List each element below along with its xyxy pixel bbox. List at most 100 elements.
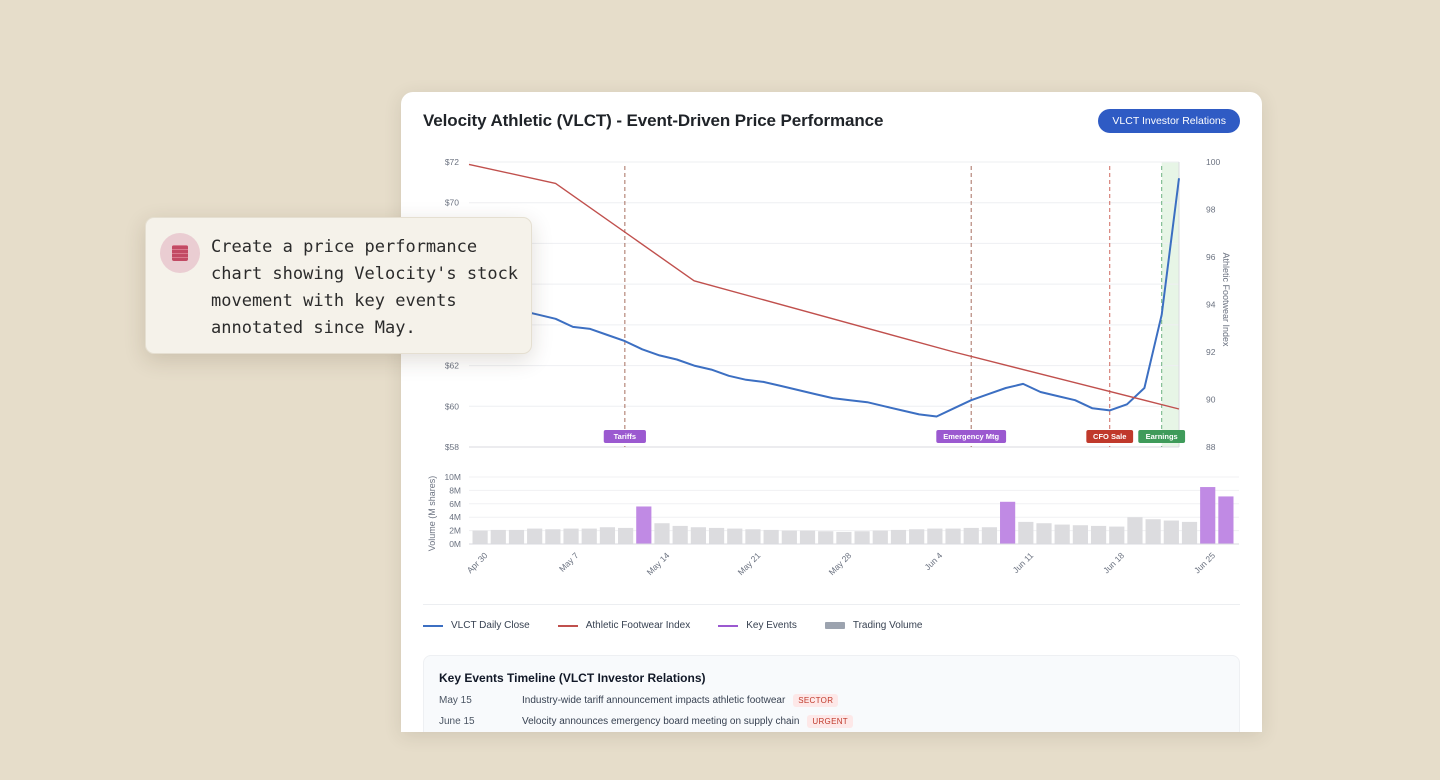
event-label-cfo-sale: CFO Sale xyxy=(1086,430,1134,443)
y-left-tick-label: $70 xyxy=(445,198,459,208)
y-right-axis-title: Athletic Footwear Index xyxy=(1221,252,1231,347)
volume-bar xyxy=(1200,487,1216,544)
chart-legend: VLCT Daily Close Athletic Footwear Index… xyxy=(423,620,923,631)
volume-bar xyxy=(1018,521,1034,544)
volume-bar xyxy=(981,527,998,544)
volume-bar xyxy=(654,523,670,544)
event-label-text: Tariffs xyxy=(614,432,636,441)
timeline-tag-badge: SECTOR xyxy=(793,694,839,707)
volume-bar xyxy=(927,528,943,544)
volume-bar xyxy=(799,530,816,544)
timeline-row: May 15 Industry-wide tariff announcement… xyxy=(439,694,839,707)
volume-bar xyxy=(763,529,779,544)
volume-bar xyxy=(1072,525,1088,544)
timeline-date: June 15 xyxy=(439,716,475,727)
x-tick-label: Jun 18 xyxy=(1101,550,1126,575)
y-right-tick-label: 90 xyxy=(1206,395,1216,405)
event-label-bg xyxy=(603,430,646,443)
volume-bar xyxy=(490,529,506,544)
y-right-tick-label: 92 xyxy=(1206,347,1216,357)
timeline-description: Industry-wide tariff announcement impact… xyxy=(522,695,786,706)
event-label-text: Earnings xyxy=(1146,432,1178,441)
volume-bar xyxy=(618,527,634,544)
event-label-bg xyxy=(1138,430,1186,443)
volume-tick-label: 2M xyxy=(449,526,461,536)
volume-bar xyxy=(1109,526,1125,544)
x-tick-label: Jun 4 xyxy=(922,550,944,572)
volume-bar xyxy=(909,529,925,544)
volume-bar xyxy=(836,531,852,544)
footwear-index-line xyxy=(468,163,1180,410)
legend-swatch-volume xyxy=(824,622,845,629)
timeline-tag-badge: URGENT xyxy=(807,715,853,728)
legend-item-vlct-close[interactable]: VLCT Daily Close xyxy=(423,620,530,631)
timeline-row: June 15 Velocity announces emergency boa… xyxy=(439,715,853,728)
investor-relations-button[interactable]: VLCT Investor Relations xyxy=(1098,109,1240,133)
volume-bar xyxy=(963,527,979,544)
volume-tick-label: 6M xyxy=(449,499,461,509)
y-right-tick-label: 98 xyxy=(1206,205,1216,215)
y-left-tick-label: $72 xyxy=(445,157,459,167)
volume-bar xyxy=(708,527,725,544)
volume-bar xyxy=(690,527,706,544)
volume-bar xyxy=(1145,519,1161,544)
y-right-tick-label: 94 xyxy=(1206,300,1216,310)
user-avatar xyxy=(160,233,200,273)
legend-divider xyxy=(423,604,1240,605)
event-label-emergency-mtg: Emergency Mtg xyxy=(936,430,1007,443)
event-label-tariffs: Tariffs xyxy=(603,430,646,443)
y-right-tick-label: 96 xyxy=(1206,252,1216,262)
x-tick-label: May 28 xyxy=(827,550,854,577)
event-label-bg xyxy=(936,430,1007,443)
volume-bar xyxy=(781,530,797,544)
volume-bar xyxy=(1218,496,1234,544)
chart-title: Velocity Athletic (VLCT) - Event-Driven … xyxy=(423,111,884,130)
legend-item-trading-volume[interactable]: Trading Volume xyxy=(824,620,923,631)
volume-tick-label: 4M xyxy=(449,512,461,522)
legend-swatch-events xyxy=(718,624,739,627)
x-tick-label: May 14 xyxy=(645,550,672,577)
volume-bar xyxy=(1054,524,1070,544)
volume-bar xyxy=(854,531,870,544)
y-right-tick-label: 88 xyxy=(1206,442,1216,452)
prompt-text: Create a price performance chart showing… xyxy=(211,237,519,338)
legend-label: Athletic Footwear Index xyxy=(585,620,691,631)
legend-label: Key Events xyxy=(746,620,797,631)
y-left-tick-label: $62 xyxy=(445,361,459,371)
volume-bar xyxy=(581,528,597,544)
x-tick-label: Apr 30 xyxy=(465,550,490,575)
volume-tick-label: 10M xyxy=(444,472,461,482)
event-label-bg xyxy=(1086,430,1134,443)
event-label-text: CFO Sale xyxy=(1093,432,1126,441)
volume-bar xyxy=(945,528,961,544)
x-tick-label: May 21 xyxy=(736,550,763,577)
volume-tick-label: 0M xyxy=(449,539,461,549)
volume-bar xyxy=(1090,525,1107,544)
volume-bar xyxy=(872,530,888,544)
volume-bar xyxy=(563,528,579,544)
legend-swatch-vlct xyxy=(423,624,443,627)
volume-bar xyxy=(527,528,543,544)
volume-bar xyxy=(1181,521,1198,544)
volume-tick-label: 8M xyxy=(449,485,461,495)
prompt-bubble: Create a price performance chart showing… xyxy=(145,217,532,354)
volume-bar xyxy=(636,506,652,544)
legend-label: Trading Volume xyxy=(852,620,923,631)
legend-label: VLCT Daily Close xyxy=(451,620,530,631)
y-left-tick-label: $60 xyxy=(445,401,459,411)
volume-bar xyxy=(672,525,688,544)
volume-bar xyxy=(727,528,743,544)
timeline-date: May 15 xyxy=(439,695,472,706)
timeline-title: Key Events Timeline (VLCT Investor Relat… xyxy=(439,671,706,685)
legend-item-key-events[interactable]: Key Events xyxy=(718,620,797,631)
legend-swatch-index xyxy=(557,624,578,627)
x-tick-label: Jun 25 xyxy=(1192,550,1217,575)
volume-bar xyxy=(1163,520,1179,544)
y-right-tick-label: 100 xyxy=(1206,157,1220,167)
event-label-text: Emergency Mtg xyxy=(943,432,999,441)
volume-bar xyxy=(545,529,561,544)
volume-bar xyxy=(818,531,834,544)
vlct-close-line xyxy=(468,178,1180,418)
legend-item-footwear-index[interactable]: Athletic Footwear Index xyxy=(557,620,691,631)
timeline-description: Velocity announces emergency board meeti… xyxy=(522,716,800,727)
